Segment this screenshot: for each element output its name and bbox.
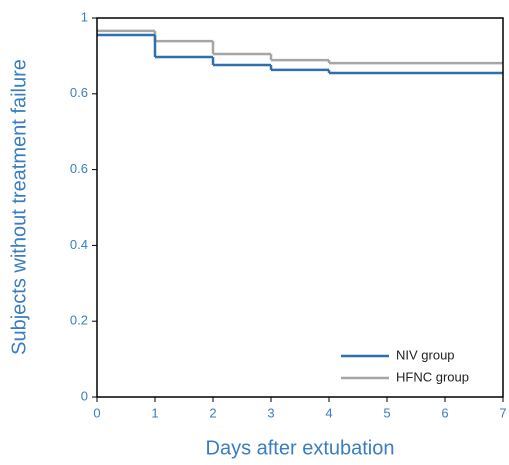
x-tick-label: 6: [441, 405, 448, 420]
y-tick-label: 0.2: [70, 313, 88, 328]
y-axis-label: Subjects without treatment failure: [8, 59, 30, 355]
x-tick-label: 1: [151, 405, 158, 420]
y-tick-label: 0.6: [70, 85, 88, 100]
x-axis-label: Days after extubation: [206, 437, 395, 459]
x-tick-label: 7: [499, 405, 506, 420]
legend-label: HFNC group: [396, 369, 469, 384]
y-tick-label: 0.4: [70, 237, 88, 252]
x-tick-label: 2: [209, 405, 216, 420]
x-tick-label: 5: [383, 405, 390, 420]
x-tick-label: 0: [93, 405, 100, 420]
legend-label: NIV group: [396, 347, 455, 362]
plot-frame: [96, 17, 504, 398]
y-tick-label: 0: [81, 388, 88, 403]
x-tick-label: 4: [325, 405, 332, 420]
y-tick-label: 0.6: [70, 161, 88, 176]
x-tick-label: 3: [267, 405, 274, 420]
y-tick-label: 1: [81, 9, 88, 24]
